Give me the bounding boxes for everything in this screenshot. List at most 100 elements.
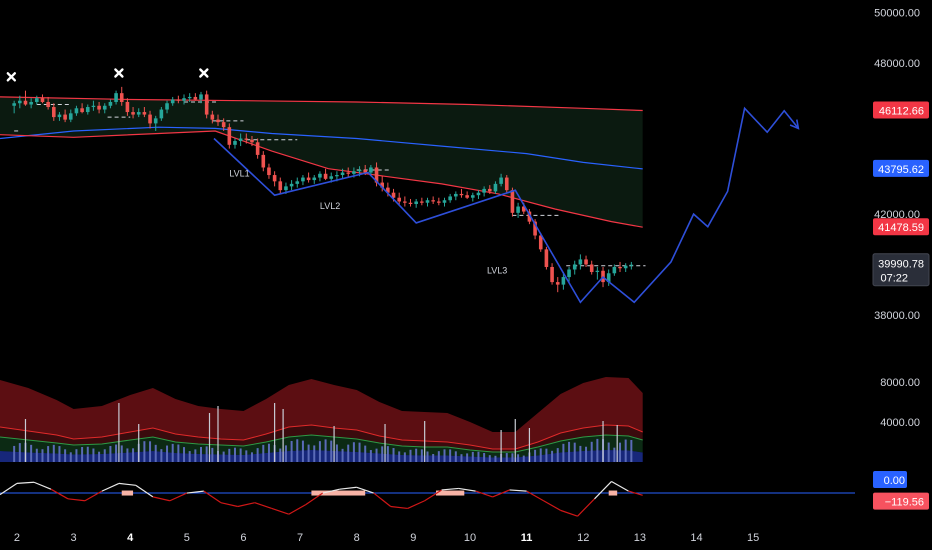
oscillator-segment [441,487,459,491]
candle-body [623,265,628,269]
candle-body [170,99,175,104]
candle-body [204,94,209,115]
candle-body [29,101,33,105]
oscillator-segment [16,481,35,485]
candle-body [550,266,554,283]
candle-body [465,195,469,198]
oscillator-segment [322,488,340,494]
candle-body [159,109,164,119]
time-tick-label: 12 [577,532,589,544]
last-price-badge [872,253,930,287]
candle-body [289,183,294,187]
candle-body [182,98,186,101]
time-tick-label: 5 [184,532,190,544]
oscillator-panel[interactable] [0,480,855,517]
candle-body [516,206,520,213]
candle-body [380,182,385,188]
candle-body [629,264,634,266]
candle-body [487,188,492,192]
time-tick-label: 2 [14,532,20,544]
oscillator-segment [390,505,408,510]
upper-band-line [0,96,643,112]
candle-body [493,183,498,192]
candle-body [352,171,356,174]
price-axis[interactable]: 50000.00 48000.00 42000.00 38000.00 4611… [872,8,930,510]
candle-body [578,259,583,265]
upper-band-price-label: 46112.66 [879,105,924,117]
price-panel[interactable]: LVL1 LVL2 LVL3 [0,68,800,304]
oscillator-segment [67,498,86,502]
candle-body [216,119,220,123]
time-tick-label: 8 [354,532,360,544]
candle-body [278,181,283,191]
candle-body [499,177,503,184]
candle-body [295,181,300,184]
swing-x-icon [199,68,209,78]
projection-path[interactable] [213,106,800,304]
annotation-lvl3[interactable]: LVL3 [487,265,507,275]
swing-markers [6,68,209,82]
time-tick-label: 13 [634,532,646,544]
candle-body [476,192,481,196]
candle-body [369,167,373,173]
candle-body [572,264,577,270]
volume-tick-label: 8000.00 [880,377,920,389]
time-tick-label: 4 [127,532,134,544]
oscillator-segment [84,490,103,502]
candle-body [397,197,401,202]
oscillator-highlight [121,490,134,496]
candle-body [589,264,594,273]
time-tick-label: 10 [464,532,476,544]
candle-body [555,282,560,285]
swing-x-icon [6,72,17,82]
candle-body [261,154,266,168]
middle-band-line [0,126,643,170]
annotation-lvl1[interactable]: LVL1 [229,168,249,178]
oscillator-segment [628,490,643,496]
candle-body [119,93,124,102]
oscillator-segment [254,502,272,510]
candle-body [142,112,147,115]
candle-body [187,96,192,99]
candle-body [504,177,509,191]
annotation-lvl2[interactable]: LVL2 [320,201,340,211]
candle-body [527,211,532,222]
oscillator-highlight [608,490,618,496]
volume-middle-fill [0,425,643,452]
candle-body [357,170,362,172]
oscillator-segment [424,489,442,502]
price-tick-label: 42000.00 [874,209,920,221]
candle-body [454,193,458,197]
oscillator-value-badge [873,492,929,510]
time-axis[interactable]: 2 3 4 5 6 7 8 9 10 11 12 13 14 15 [14,532,759,544]
candle-body [544,249,549,267]
oscillator-segment [407,500,425,509]
oscillator-segment [526,490,544,502]
oscillator-segment [101,482,120,492]
oscillator-segment [356,486,374,494]
candle-body [510,190,515,213]
candle-body [612,266,617,274]
volume-upper-fill [0,377,643,449]
candle-body [470,195,475,198]
candle-body [459,193,464,196]
oscillator-segment [203,490,222,504]
candle-body [363,170,368,173]
oscillator-zero-label: 0.00 [884,475,905,487]
candle-body [346,172,351,174]
candle-body [102,105,107,110]
volume-green-fill [0,435,643,458]
oscillator-line [0,480,643,517]
candle-body [533,221,537,236]
oscillator-highlight [435,490,465,496]
candle-body [221,122,226,128]
candle-body [233,141,237,145]
volume-panel[interactable] [0,377,643,462]
oscillator-segment [594,481,612,500]
oscillator-segment [288,504,307,515]
candle-body [267,167,271,176]
oscillator-zero-badge [873,471,907,489]
band-fill [0,96,643,228]
